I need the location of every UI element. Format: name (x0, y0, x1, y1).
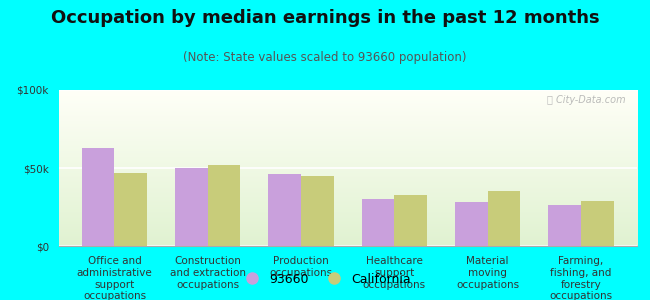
Bar (362, 199, 395, 246)
Legend: 93660, California: 93660, California (234, 268, 416, 291)
Bar (114, 173, 147, 246)
Bar (268, 174, 301, 246)
Bar (208, 165, 240, 246)
Bar (581, 201, 614, 246)
Text: Occupation by median earnings in the past 12 months: Occupation by median earnings in the pas… (51, 9, 599, 27)
Bar (549, 206, 581, 246)
Bar (488, 191, 521, 246)
Text: (Note: State values scaled to 93660 population): (Note: State values scaled to 93660 popu… (183, 51, 467, 64)
Bar (82, 148, 114, 246)
Bar (175, 168, 208, 246)
Bar (395, 194, 427, 246)
Bar (301, 176, 333, 246)
Bar (455, 202, 488, 246)
Text: ⓘ City-Data.com: ⓘ City-Data.com (547, 95, 625, 105)
